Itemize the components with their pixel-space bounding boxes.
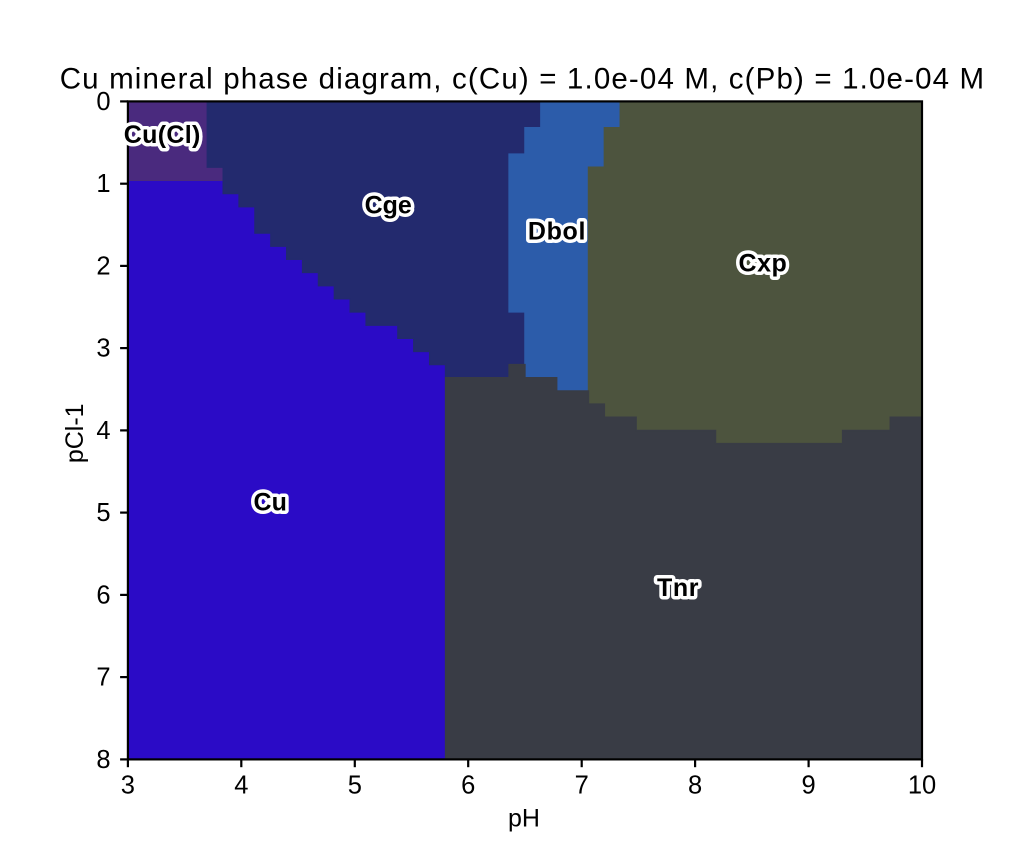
svg-text:Cge: Cge (365, 192, 412, 220)
svg-text:5: 5 (96, 499, 110, 527)
svg-text:3: 3 (121, 772, 135, 800)
svg-text:Cu: Cu (254, 489, 287, 517)
svg-text:Cxp: Cxp (739, 250, 788, 278)
svg-text:Tnr: Tnr (657, 574, 699, 602)
svg-text:0: 0 (96, 88, 110, 116)
svg-text:Dbol: Dbol (528, 218, 586, 246)
svg-text:2: 2 (96, 252, 110, 280)
svg-text:pCl-1: pCl-1 (61, 403, 89, 463)
svg-text:pH: pH (508, 805, 540, 833)
svg-text:8: 8 (688, 772, 702, 800)
svg-text:7: 7 (96, 664, 110, 692)
svg-text:8: 8 (96, 746, 110, 774)
svg-text:Cu mineral phase diagram, c(Cu: Cu mineral phase diagram, c(Cu) = 1.0e-0… (60, 63, 986, 96)
svg-text:10: 10 (908, 772, 936, 800)
svg-text:1: 1 (96, 170, 110, 198)
svg-text:5: 5 (348, 772, 362, 800)
svg-text:6: 6 (461, 772, 475, 800)
svg-text:4: 4 (234, 772, 248, 800)
svg-text:4: 4 (96, 417, 110, 445)
svg-text:Cu(Cl): Cu(Cl) (124, 121, 201, 149)
svg-text:3: 3 (96, 335, 110, 363)
svg-text:6: 6 (96, 581, 110, 609)
svg-text:9: 9 (802, 772, 816, 800)
svg-text:7: 7 (575, 772, 589, 800)
